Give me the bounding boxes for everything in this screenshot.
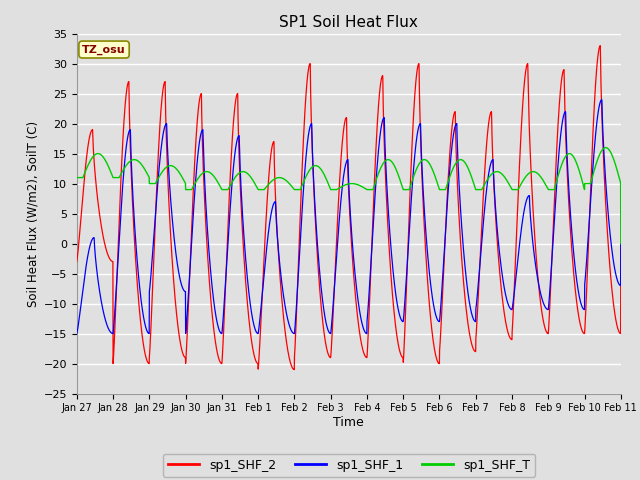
sp1_SHF_2	[305, 63, 313, 69]
Y-axis label: Soil Heat Flux (W/m2), SoilT (C): Soil Heat Flux (W/m2), SoilT (C)	[26, 120, 40, 307]
sp1_SHF_2	[167, 240, 175, 246]
sp1_SHF_2	[291, 367, 298, 372]
Line: sp1_SHF_1: sp1_SHF_1	[77, 100, 621, 334]
sp1_SHF_T	[73, 175, 81, 180]
sp1_SHF_1	[598, 97, 605, 103]
sp1_SHF_1	[305, 129, 313, 134]
sp1_SHF_T	[617, 240, 625, 247]
sp1_SHF_T	[607, 149, 614, 155]
sp1_SHF_2	[73, 259, 81, 264]
sp1_SHF_1	[617, 240, 625, 247]
Line: sp1_SHF_T: sp1_SHF_T	[77, 148, 621, 243]
sp1_SHF_1	[548, 262, 556, 268]
sp1_SHF_T	[282, 177, 289, 183]
sp1_SHF_T	[602, 145, 609, 151]
X-axis label: Time: Time	[333, 416, 364, 429]
Title: SP1 Soil Heat Flux: SP1 Soil Heat Flux	[280, 15, 418, 30]
sp1_SHF_1	[167, 203, 175, 208]
sp1_SHF_2	[607, 271, 614, 277]
sp1_SHF_T	[305, 168, 313, 174]
sp1_SHF_2	[617, 240, 625, 247]
sp1_SHF_T	[548, 187, 556, 192]
Line: sp1_SHF_2: sp1_SHF_2	[77, 46, 621, 370]
sp1_SHF_2	[282, 331, 289, 337]
sp1_SHF_2	[548, 260, 556, 266]
sp1_SHF_T	[135, 159, 143, 165]
sp1_SHF_2	[135, 300, 143, 306]
sp1_SHF_T	[167, 163, 175, 168]
sp1_SHF_2	[596, 43, 604, 48]
Text: TZ_osu: TZ_osu	[82, 44, 126, 55]
sp1_SHF_1	[73, 331, 81, 336]
sp1_SHF_1	[282, 305, 289, 311]
Legend: sp1_SHF_2, sp1_SHF_1, sp1_SHF_T: sp1_SHF_2, sp1_SHF_1, sp1_SHF_T	[163, 454, 535, 477]
sp1_SHF_1	[135, 276, 143, 282]
sp1_SHF_1	[607, 233, 614, 239]
